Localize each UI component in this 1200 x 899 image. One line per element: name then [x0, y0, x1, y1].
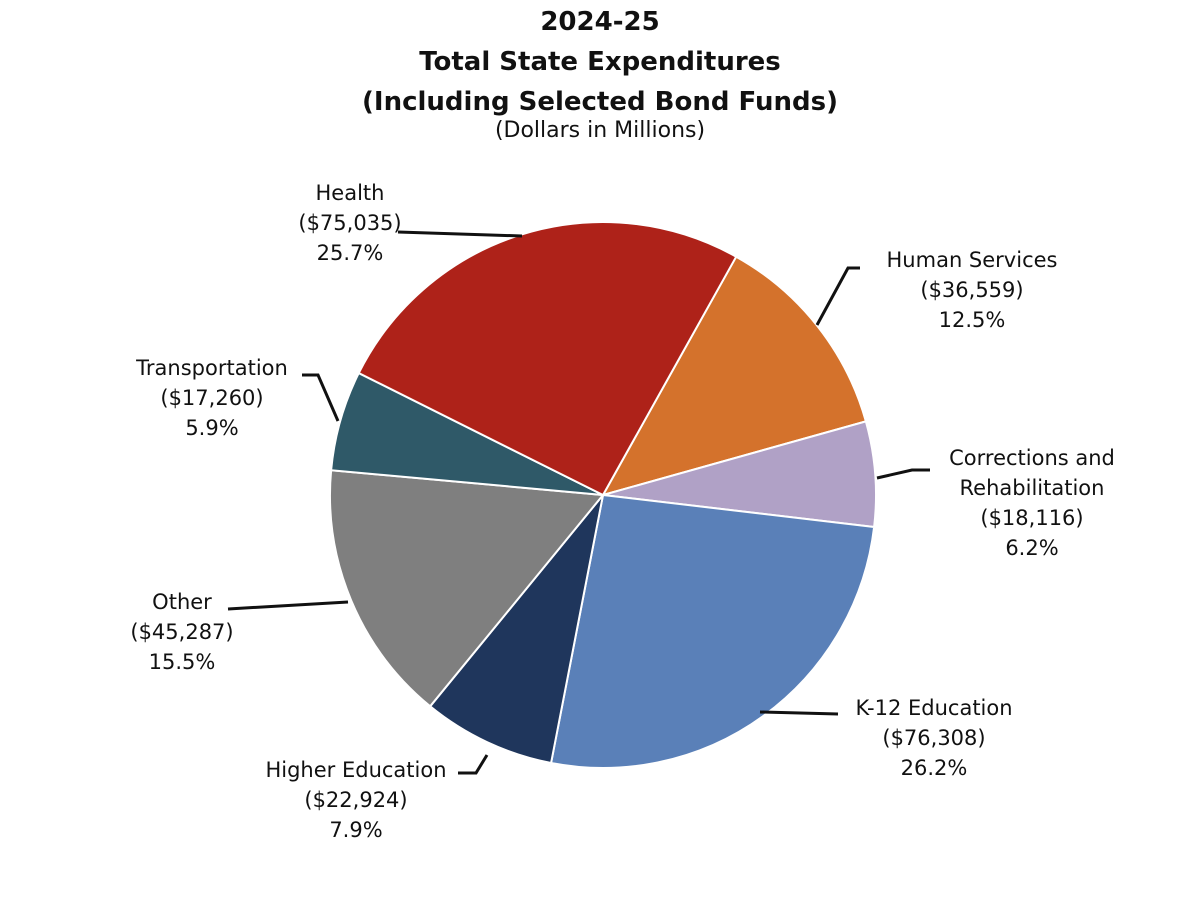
pie-slice-k-12-education [549, 493, 876, 769]
leader-line-other [227, 600, 349, 611]
chart-title-line: 2024-25 [540, 7, 660, 37]
chart-title-line: Total State Expenditures [419, 47, 781, 77]
leader-line-higher-education [458, 754, 489, 775]
label-percent: 6.2% [1005, 536, 1059, 560]
data-label-other: Other ($45,287) 15.5% [130, 587, 233, 677]
pie-slice-health [357, 221, 738, 497]
label-percent: 15.5% [148, 650, 216, 674]
data-label-human-services: Human Services ($36,559) 12.5% [887, 245, 1058, 335]
chart-subtitle: (Dollars in Millions) [494, 118, 706, 143]
pie-slice-higher-education [428, 494, 604, 765]
data-label-corrections: Corrections and Rehabilitation ($18,116)… [949, 443, 1115, 563]
leader-line-k12 [759, 710, 839, 716]
label-name: Rehabilitation [959, 476, 1105, 500]
label-value: ($45,287) [130, 620, 234, 644]
label-name: K-12 Education [855, 696, 1013, 720]
leader-line-human-services [815, 266, 860, 326]
label-value: ($75,035) [298, 211, 402, 235]
label-value: ($76,308) [882, 726, 986, 750]
leader-line-transportation [302, 373, 340, 422]
chart-title-line: (Including Selected Bond Funds) [362, 87, 838, 117]
data-label-transportation: Transportation ($17,260) 5.9% [136, 353, 288, 443]
label-value: ($17,260) [160, 386, 264, 410]
label-percent: 25.7% [316, 241, 384, 265]
label-name: Human Services [886, 248, 1058, 272]
label-value: ($22,924) [304, 788, 408, 812]
leader-line-health [397, 230, 523, 238]
chart-title: 2024-25 Total State Expenditures (Includ… [0, 2, 1200, 122]
data-label-higher-education: Higher Education ($22,924) 7.9% [265, 755, 446, 845]
pie-slice-other [329, 469, 605, 708]
label-percent: 7.9% [329, 818, 383, 842]
pie-slice-human-services [600, 255, 868, 497]
label-percent: 26.2% [900, 756, 968, 780]
leader-line-corrections [876, 468, 930, 480]
label-value: ($18,116) [980, 506, 1084, 530]
label-name: Corrections and [949, 446, 1115, 470]
label-name: Other [152, 590, 212, 614]
data-label-health: Health ($75,035) 25.7% [298, 178, 401, 268]
label-value: ($36,559) [920, 278, 1024, 302]
label-name: Higher Education [265, 758, 447, 782]
label-percent: 12.5% [938, 308, 1006, 332]
data-label-k12: K-12 Education ($76,308) 26.2% [855, 693, 1012, 783]
label-percent: 5.9% [185, 416, 239, 440]
label-name: Transportation [136, 356, 288, 380]
label-name: Health [315, 181, 385, 205]
